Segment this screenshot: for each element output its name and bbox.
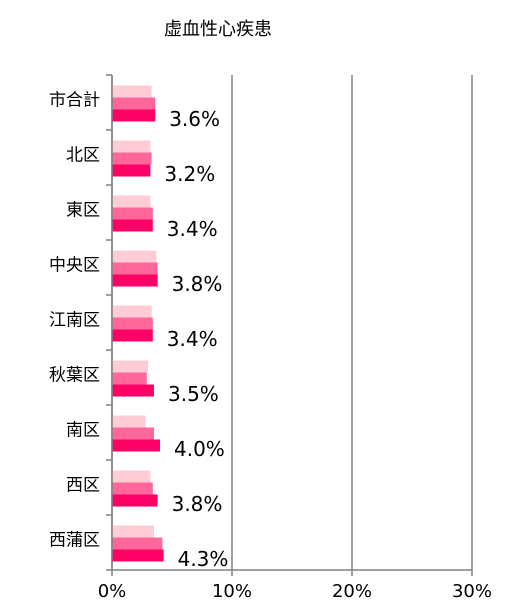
y-tick-label: 市合計	[49, 91, 100, 111]
data-label: 4.0%	[174, 437, 225, 461]
y-tick-label: 東区	[66, 201, 100, 221]
bar	[112, 470, 151, 483]
bar	[112, 274, 158, 287]
chart-title: 虚血性心疾患	[164, 19, 272, 40]
bar	[112, 360, 148, 373]
y-tick-label: 秋葉区	[49, 366, 100, 386]
data-label: 3.4%	[167, 327, 218, 351]
bar	[112, 305, 152, 318]
y-tick-label: 江南区	[49, 311, 100, 331]
bar	[112, 372, 147, 385]
bar	[112, 164, 151, 177]
bar	[112, 537, 163, 550]
bar	[112, 219, 153, 232]
bar	[112, 384, 154, 397]
bar	[112, 317, 153, 330]
y-tick-label: 西区	[66, 476, 100, 496]
data-label: 3.8%	[172, 272, 223, 296]
data-label: 3.5%	[168, 382, 219, 406]
bar	[112, 482, 153, 495]
x-tick-label: 10%	[212, 581, 252, 602]
bar	[112, 152, 152, 165]
bar	[112, 525, 154, 538]
bar	[112, 250, 157, 263]
x-tick-label: 20%	[332, 581, 372, 602]
y-tick-label: 北区	[66, 146, 100, 166]
bar	[112, 195, 151, 208]
bar	[112, 494, 158, 507]
x-tick-label: 30%	[452, 581, 492, 602]
y-tick-label: 西蒲区	[49, 531, 100, 551]
bar	[112, 427, 154, 440]
data-label: 3.8%	[172, 492, 223, 516]
data-label: 3.4%	[167, 217, 218, 241]
bar	[112, 207, 153, 220]
x-tick-label: 0%	[98, 581, 127, 602]
bar	[112, 97, 156, 110]
data-label: 3.2%	[164, 162, 215, 186]
y-tick-label: 南区	[66, 421, 100, 441]
bar	[112, 549, 164, 562]
y-tick-label: 中央区	[49, 256, 100, 276]
bar	[112, 415, 146, 428]
bar	[112, 262, 158, 275]
bar	[112, 140, 151, 153]
bar	[112, 85, 152, 98]
data-label: 3.6%	[169, 107, 220, 131]
bar	[112, 439, 160, 452]
data-label: 4.3%	[178, 547, 229, 571]
bar	[112, 109, 156, 122]
bar	[112, 329, 153, 342]
